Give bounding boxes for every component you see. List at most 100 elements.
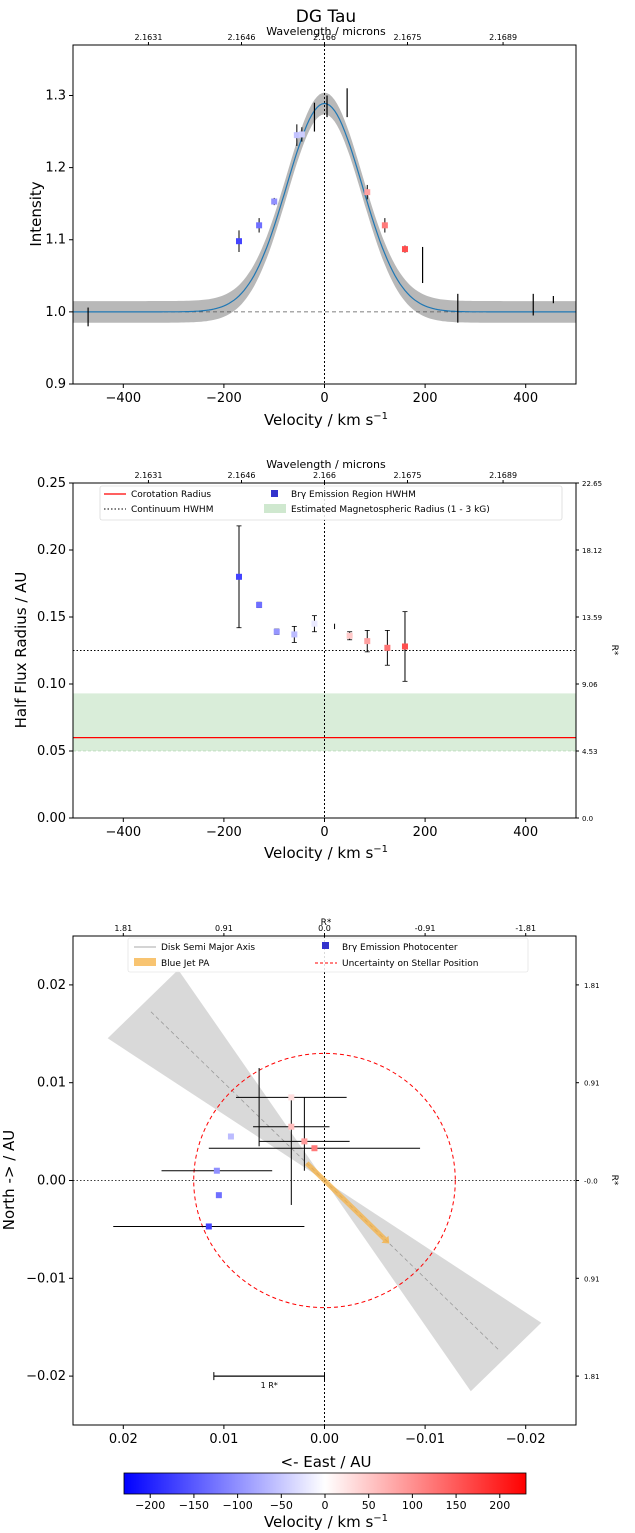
magnetosphere-fill xyxy=(73,693,576,751)
legend-label: Blue Jet PA xyxy=(161,959,210,969)
colorbar-tick-label: 150 xyxy=(446,1499,467,1512)
legend-label: Corotation Radius xyxy=(131,490,211,500)
stellar-uncertainty-circle xyxy=(193,1052,456,1309)
top-tick-label: 2.1631 xyxy=(134,471,162,480)
y-axis-label: North -> / AU xyxy=(0,1130,18,1231)
x-axis-label-main: Velocity / km s xyxy=(264,844,373,862)
x-tick-label: 0.02 xyxy=(109,1432,138,1447)
x-tick-label: 0 xyxy=(320,391,328,406)
x-tick-label: 400 xyxy=(513,825,538,840)
x-tick-label: 200 xyxy=(413,825,438,840)
top-tick-label: 2.1646 xyxy=(228,471,256,480)
data-point xyxy=(293,132,300,139)
x-axis-label-main: Velocity / km s xyxy=(264,411,373,429)
data-point xyxy=(291,631,298,638)
reference-lines xyxy=(73,45,576,384)
y-tick-label: 0.05 xyxy=(37,744,66,759)
y-tick-label: 0.00 xyxy=(37,811,66,826)
data-points xyxy=(235,131,408,253)
data-point xyxy=(381,222,388,229)
y-ticks: 0.00 0.05 0.10 0.15 0.20 0.25 xyxy=(37,476,73,826)
x-tick-label: −200 xyxy=(206,825,242,840)
y-ticks: 0.9 1.0 1.1 1.2 1.3 xyxy=(45,88,73,392)
x-ticks: −400 −200 0 200 400 xyxy=(105,384,538,406)
photocenter-point xyxy=(227,1133,234,1140)
right-tick-label: 1.81 xyxy=(584,1373,600,1381)
top-tick-label: -0.91 xyxy=(415,924,436,933)
y-tick-label: −0.01 xyxy=(26,1271,66,1286)
y-axis-label: Intensity xyxy=(27,181,45,246)
plot-frame xyxy=(72,44,577,385)
y-tick-label: 0.10 xyxy=(37,677,66,692)
y-tick-label: 0.25 xyxy=(37,476,66,491)
top-tick-label: -1.81 xyxy=(515,924,536,933)
colorbar-label-sup: −1 xyxy=(373,1513,388,1524)
right-tick-label: 0.0 xyxy=(582,815,593,823)
top-tick-label: 2.1675 xyxy=(393,471,421,480)
uncertainty-band xyxy=(73,92,576,323)
colorbar-ticks: −200 −150 −100 −50 0 50 100 150 200 xyxy=(135,1494,510,1512)
top-tick-label: 0.91 xyxy=(215,924,233,933)
right-tick-label: 1.81 xyxy=(584,982,600,990)
data-point xyxy=(384,644,391,651)
right-tick-label: 22.65 xyxy=(582,480,602,488)
y-tick-label: 0.01 xyxy=(37,1076,66,1091)
x-tick-label: 200 xyxy=(413,391,438,406)
data-point xyxy=(364,638,371,645)
error-bars xyxy=(113,1068,421,1227)
colorbar-gradient xyxy=(123,1472,527,1495)
y-tick-label: 1.1 xyxy=(45,233,66,248)
colorbar-tick-label: −150 xyxy=(179,1499,209,1512)
radius-panel: Wavelength / microns −400 −200 0 200 400 0.0… xyxy=(12,458,619,862)
right-axis-label: R* xyxy=(609,1175,619,1186)
right-tick-label: 13.59 xyxy=(582,614,602,622)
photocenter-point xyxy=(301,1138,308,1145)
right-tick-label: 18.12 xyxy=(582,547,602,555)
legend-label: Brγ Emission Photocenter xyxy=(342,943,458,953)
data-point xyxy=(298,131,305,138)
colorbar-tick-label: 100 xyxy=(402,1499,423,1512)
top-tick-label: 2.1631 xyxy=(134,33,162,42)
x-axis-label-sup: −1 xyxy=(373,844,388,855)
y-tick-label: 1.2 xyxy=(45,161,66,176)
data-point xyxy=(256,601,263,608)
y-axis-label: Half Flux Radius / AU xyxy=(12,572,30,729)
top-axis-label: Wavelength / microns xyxy=(266,25,386,38)
data-point xyxy=(364,189,371,196)
data-point xyxy=(311,620,318,627)
error-bars xyxy=(87,88,554,327)
y-ticks: −0.02 −0.01 0.00 0.01 0.02 xyxy=(26,978,73,1384)
colorbar-tick-label: −200 xyxy=(135,1499,165,1512)
right-tick-label: 9.06 xyxy=(582,681,598,689)
y-tick-label: 0.02 xyxy=(37,978,66,993)
right-tick-label: -0.0 xyxy=(584,1178,598,1186)
legend-label: Continuum HWHM xyxy=(131,505,213,515)
scale-bar: 1 R* xyxy=(213,1372,325,1390)
top-tick-label: 2.1646 xyxy=(228,33,256,42)
reference-lines xyxy=(73,483,576,818)
chart-title: DG Tau xyxy=(296,7,356,27)
scale-bar-label: 1 R* xyxy=(261,1381,278,1390)
disk-axis-line xyxy=(148,1009,325,1181)
data-point xyxy=(235,238,242,245)
y-tick-label: 1.0 xyxy=(45,305,66,320)
x-ticks: 0.02 0.01 0.00 −0.01 −0.02 xyxy=(109,1425,546,1447)
top-tick-label: 1.81 xyxy=(114,924,132,933)
legend-label: Disk Semi Major Axis xyxy=(161,943,255,953)
photocenter-point xyxy=(288,1094,295,1101)
model-line xyxy=(73,102,576,313)
colorbar-tick-label: 200 xyxy=(489,1499,510,1512)
legend-box xyxy=(127,937,529,973)
x-tick-label: 0.01 xyxy=(209,1432,238,1447)
jet-head xyxy=(381,1235,390,1244)
data-points xyxy=(235,573,408,651)
x-axis-label: Velocity / km s−1 xyxy=(264,844,388,862)
right-tick-label: 4.53 xyxy=(582,748,598,756)
legend-swatch-square xyxy=(271,490,278,497)
x-tick-label: −0.01 xyxy=(405,1432,445,1447)
x-tick-label: −0.02 xyxy=(506,1432,546,1447)
intensity-panel: DG Tau Wavelength / microns −400 −200 0 200… xyxy=(27,7,577,429)
y-tick-label: −0.02 xyxy=(26,1369,66,1384)
top-tick-label: 2.166 xyxy=(313,471,336,480)
